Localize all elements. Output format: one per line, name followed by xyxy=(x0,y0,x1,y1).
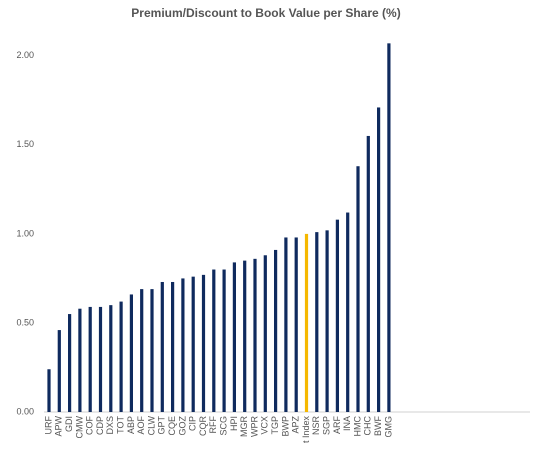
y-tick-label: 0.50 xyxy=(16,317,34,327)
x-tick-label: CIP xyxy=(188,416,198,431)
bar xyxy=(47,369,51,412)
x-tick-label: GOZ xyxy=(177,415,187,435)
bar xyxy=(171,281,175,412)
bar xyxy=(212,269,216,412)
x-tick-label: MGR xyxy=(239,416,249,437)
x-tick-label: APZ xyxy=(291,416,301,434)
bar xyxy=(377,107,381,412)
bar xyxy=(387,43,391,412)
bar xyxy=(335,219,339,412)
x-tick-label: SGP xyxy=(321,416,331,435)
bar xyxy=(325,230,329,412)
x-tick-label: VCX xyxy=(260,416,270,435)
bar xyxy=(68,314,72,412)
x-tick-label: COF xyxy=(85,416,95,436)
x-tick-label: HPI xyxy=(229,416,239,431)
bar xyxy=(181,278,185,412)
x-tick-label: CDP xyxy=(95,416,105,435)
bar xyxy=(253,258,257,412)
y-tick-label: 1.00 xyxy=(16,228,34,238)
y-tick-label: 2.00 xyxy=(16,50,34,60)
x-tick-label: GDI xyxy=(64,416,74,432)
x-tick-label: NSR xyxy=(311,416,321,436)
x-tick-label: ABP xyxy=(126,416,136,434)
x-tick-label: CLW xyxy=(146,416,156,436)
x-tick-label: TGP xyxy=(270,416,280,435)
x-tick-label: ARF xyxy=(332,415,342,434)
bar xyxy=(201,274,206,412)
x-tick-label: CMW xyxy=(74,416,84,439)
bar xyxy=(129,294,133,412)
bar xyxy=(304,233,309,412)
y-tick-label: 0.00 xyxy=(16,406,34,416)
x-tick-label: CQE xyxy=(167,416,177,436)
x-tick-label: TOT xyxy=(115,416,125,434)
x-tick-label: t Index xyxy=(301,416,311,444)
bar xyxy=(119,301,123,412)
x-tick-label: SCG xyxy=(218,416,228,436)
bar xyxy=(243,260,247,412)
bar xyxy=(88,306,92,412)
x-tick-label: INA xyxy=(342,416,352,431)
chart-title: Premium/Discount to Book Value per Share… xyxy=(131,6,400,20)
bar xyxy=(150,289,154,412)
x-tick-label: BWP xyxy=(280,416,290,437)
bar xyxy=(356,166,360,412)
x-tick-label: APW xyxy=(54,416,64,437)
y-tick-label: 1.50 xyxy=(16,139,34,149)
bar xyxy=(78,308,82,412)
x-tick-label: CQR xyxy=(198,416,208,437)
bar xyxy=(222,269,226,412)
bar xyxy=(366,135,370,412)
x-tick-label: WPR xyxy=(249,416,259,437)
x-tick-label: HMC xyxy=(352,416,362,437)
x-tick-label: DXS xyxy=(105,416,115,435)
x-tick-label: CHC xyxy=(363,416,373,436)
x-tick-label: AOF xyxy=(136,416,146,435)
bar xyxy=(109,305,113,412)
bar xyxy=(98,306,103,412)
x-tick-label: GPT xyxy=(157,416,167,435)
bar xyxy=(274,249,278,412)
x-tick-label: BWF xyxy=(373,416,383,436)
bar xyxy=(315,232,319,412)
bar xyxy=(284,237,288,412)
bar xyxy=(160,281,164,412)
bar xyxy=(232,262,236,412)
x-tick-label: URF xyxy=(43,416,53,435)
bar xyxy=(140,289,144,412)
bar xyxy=(57,330,61,412)
bar xyxy=(294,237,298,412)
bar xyxy=(263,255,267,412)
x-tick-label: RFF xyxy=(208,416,218,434)
x-tick-label: GMG xyxy=(383,416,393,438)
bar xyxy=(346,212,350,412)
bar xyxy=(191,276,195,412)
